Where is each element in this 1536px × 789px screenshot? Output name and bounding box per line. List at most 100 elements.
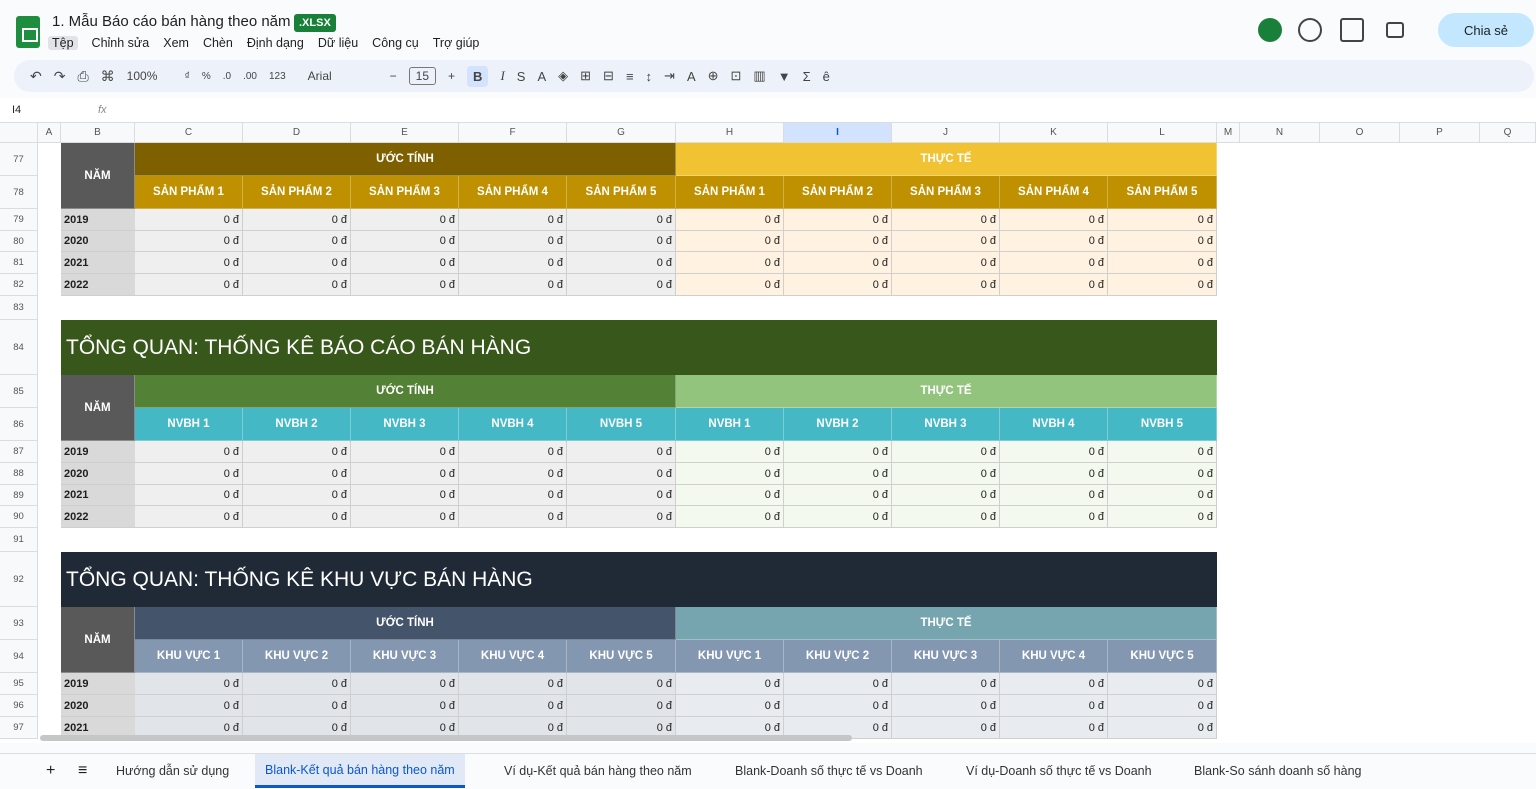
style-button[interactable]: ⊡ (730, 68, 742, 83)
sheet-tab[interactable]: Blank-Kết quả bán hàng theo năm (255, 754, 465, 788)
sheet-tab[interactable]: Blank-Doanh số thực tế vs Doanh (735, 764, 923, 778)
menu-item[interactable]: Dữ liệu (317, 36, 359, 50)
style-button[interactable]: ⇥ (664, 68, 675, 83)
format-button[interactable]: ₫ (184, 70, 190, 82)
toolbar-button[interactable]: ⎙ (77, 67, 89, 84)
meet-icon[interactable] (1258, 18, 1282, 42)
sub-header: SẢN PHẨM 3 (351, 176, 459, 209)
value-cell: 0 đ (135, 673, 243, 695)
sub-header: KHU VỰC 1 (135, 640, 243, 673)
value-cell: 0 đ (351, 209, 459, 231)
menu-item[interactable]: Chèn (202, 36, 233, 50)
row-header: 82 (0, 274, 38, 296)
sub-header: NVBH 1 (676, 408, 784, 441)
font-size-box[interactable]: 15 (408, 67, 437, 85)
style-button[interactable]: I (500, 68, 505, 83)
format-button[interactable]: % (201, 70, 211, 82)
name-box[interactable]: I4 (12, 104, 22, 116)
format-button[interactable]: .00 (243, 70, 257, 82)
history-icon[interactable] (1298, 18, 1322, 42)
style-button[interactable]: ◈ (558, 68, 569, 83)
toolbar: ↶ ↷ ⎙ ⌘ 100% ₫% .0.00 123 Arial −15 + B I S A ◈ ⊞ ⊟ ≡ ↕ ⇥ A ⊕ ⊡… (14, 60, 1534, 92)
value-cell: 0 đ (567, 252, 676, 274)
value-cell: 0 đ (892, 231, 1000, 252)
toolbar-button[interactable]: ⌘ (100, 67, 115, 84)
style-button[interactable]: ⊞ (580, 68, 592, 83)
value-cell: 0 đ (243, 231, 351, 252)
value-cell: 0 đ (1108, 506, 1217, 528)
value-cell: 0 đ (676, 274, 784, 296)
sub-header: SẢN PHẨM 1 (676, 176, 784, 209)
font-size-plus[interactable]: + (448, 69, 456, 83)
doc-title[interactable]: 1. Mẫu Báo cáo bán hàng theo năm (52, 13, 291, 30)
fx-label: fx (98, 104, 107, 116)
style-button[interactable]: B (467, 65, 489, 87)
sheet-tab[interactable]: Ví dụ-Doanh số thực tế vs Doanh (966, 764, 1152, 778)
file-badge: .XLSX (294, 14, 336, 32)
menu-item[interactable]: Định dạng (246, 36, 304, 50)
value-cell: 0 đ (1000, 209, 1108, 231)
value-cell: 0 đ (1000, 673, 1108, 695)
row-header: 77 (0, 143, 38, 176)
sub-header: KHU VỰC 4 (459, 640, 567, 673)
add-sheet[interactable]: + (46, 762, 56, 779)
sheet-tab[interactable]: Blank-So sánh doanh số hàng (1194, 764, 1362, 778)
row-header: 80 (0, 231, 38, 252)
corner (0, 123, 38, 143)
value-cell: 0 đ (1108, 252, 1217, 274)
column-header: Q (1480, 123, 1536, 143)
sub-header: NVBH 2 (784, 408, 892, 441)
style-button[interactable]: ⊕ (707, 68, 719, 83)
style-button[interactable]: ↕ (645, 68, 653, 84)
font-size-minus[interactable]: − (389, 69, 397, 83)
value-cell: 0 đ (567, 506, 676, 528)
value-cell: 0 đ (243, 463, 351, 485)
zoom-select[interactable]: 100% (126, 69, 158, 83)
menu-item[interactable]: Trợ giúp (432, 36, 480, 50)
comment-icon[interactable] (1340, 18, 1364, 42)
value-cell: 0 đ (567, 231, 676, 252)
font-select[interactable]: Arial (307, 69, 332, 83)
year-cell: 2020 (61, 231, 135, 252)
menu-item[interactable]: Chỉnh sửa (91, 36, 150, 50)
menu-item[interactable]: Công cụ (372, 36, 419, 50)
value-cell: 0 đ (243, 209, 351, 231)
style-button[interactable]: ê (822, 68, 830, 84)
format-button[interactable]: 123 (268, 70, 286, 82)
all-sheets[interactable]: ≡ (78, 762, 88, 779)
value-cell: 0 đ (892, 717, 1000, 739)
style-button[interactable]: ⊟ (603, 68, 614, 83)
value-cell: 0 đ (459, 506, 567, 528)
style-button[interactable]: ▥ (753, 68, 766, 83)
share-button[interactable]: Chia sẻ (1438, 13, 1534, 47)
value-cell: 0 đ (892, 252, 1000, 274)
value-cell: 0 đ (135, 506, 243, 528)
sheet-tab[interactable]: Ví dụ-Kết quả bán hàng theo năm (504, 764, 692, 778)
column-header: D (243, 123, 351, 143)
value-cell: 0 đ (1108, 717, 1217, 739)
style-button[interactable]: A (686, 68, 696, 84)
style-button[interactable]: Σ (802, 68, 811, 84)
style-button[interactable]: ≡ (625, 68, 634, 84)
format-button[interactable]: .0 (222, 70, 232, 82)
sheet-tab[interactable]: Hướng dẫn sử dụng (116, 764, 230, 778)
menu-item[interactable]: Tệp (48, 36, 78, 50)
row-header: 97 (0, 717, 38, 739)
value-cell: 0 đ (1108, 441, 1217, 463)
h-scrollbar (40, 735, 852, 741)
actual-header: THỰC TẾ (676, 607, 1217, 640)
style-button[interactable]: ▼ (777, 68, 791, 84)
row-header: 90 (0, 506, 38, 528)
value-cell: 0 đ (243, 252, 351, 274)
value-cell: 0 đ (351, 274, 459, 296)
menu-item[interactable]: Xem (163, 36, 189, 50)
value-cell: 0 đ (135, 231, 243, 252)
toolbar-button[interactable]: ↶ (30, 67, 42, 84)
style-button[interactable]: A (537, 68, 547, 84)
video-icon[interactable] (1386, 22, 1404, 38)
app-logo[interactable] (16, 16, 40, 48)
style-button[interactable]: S (516, 68, 526, 84)
toolbar-button[interactable]: ↷ (53, 67, 66, 84)
value-cell: 0 đ (567, 485, 676, 506)
column-header: P (1400, 123, 1480, 143)
